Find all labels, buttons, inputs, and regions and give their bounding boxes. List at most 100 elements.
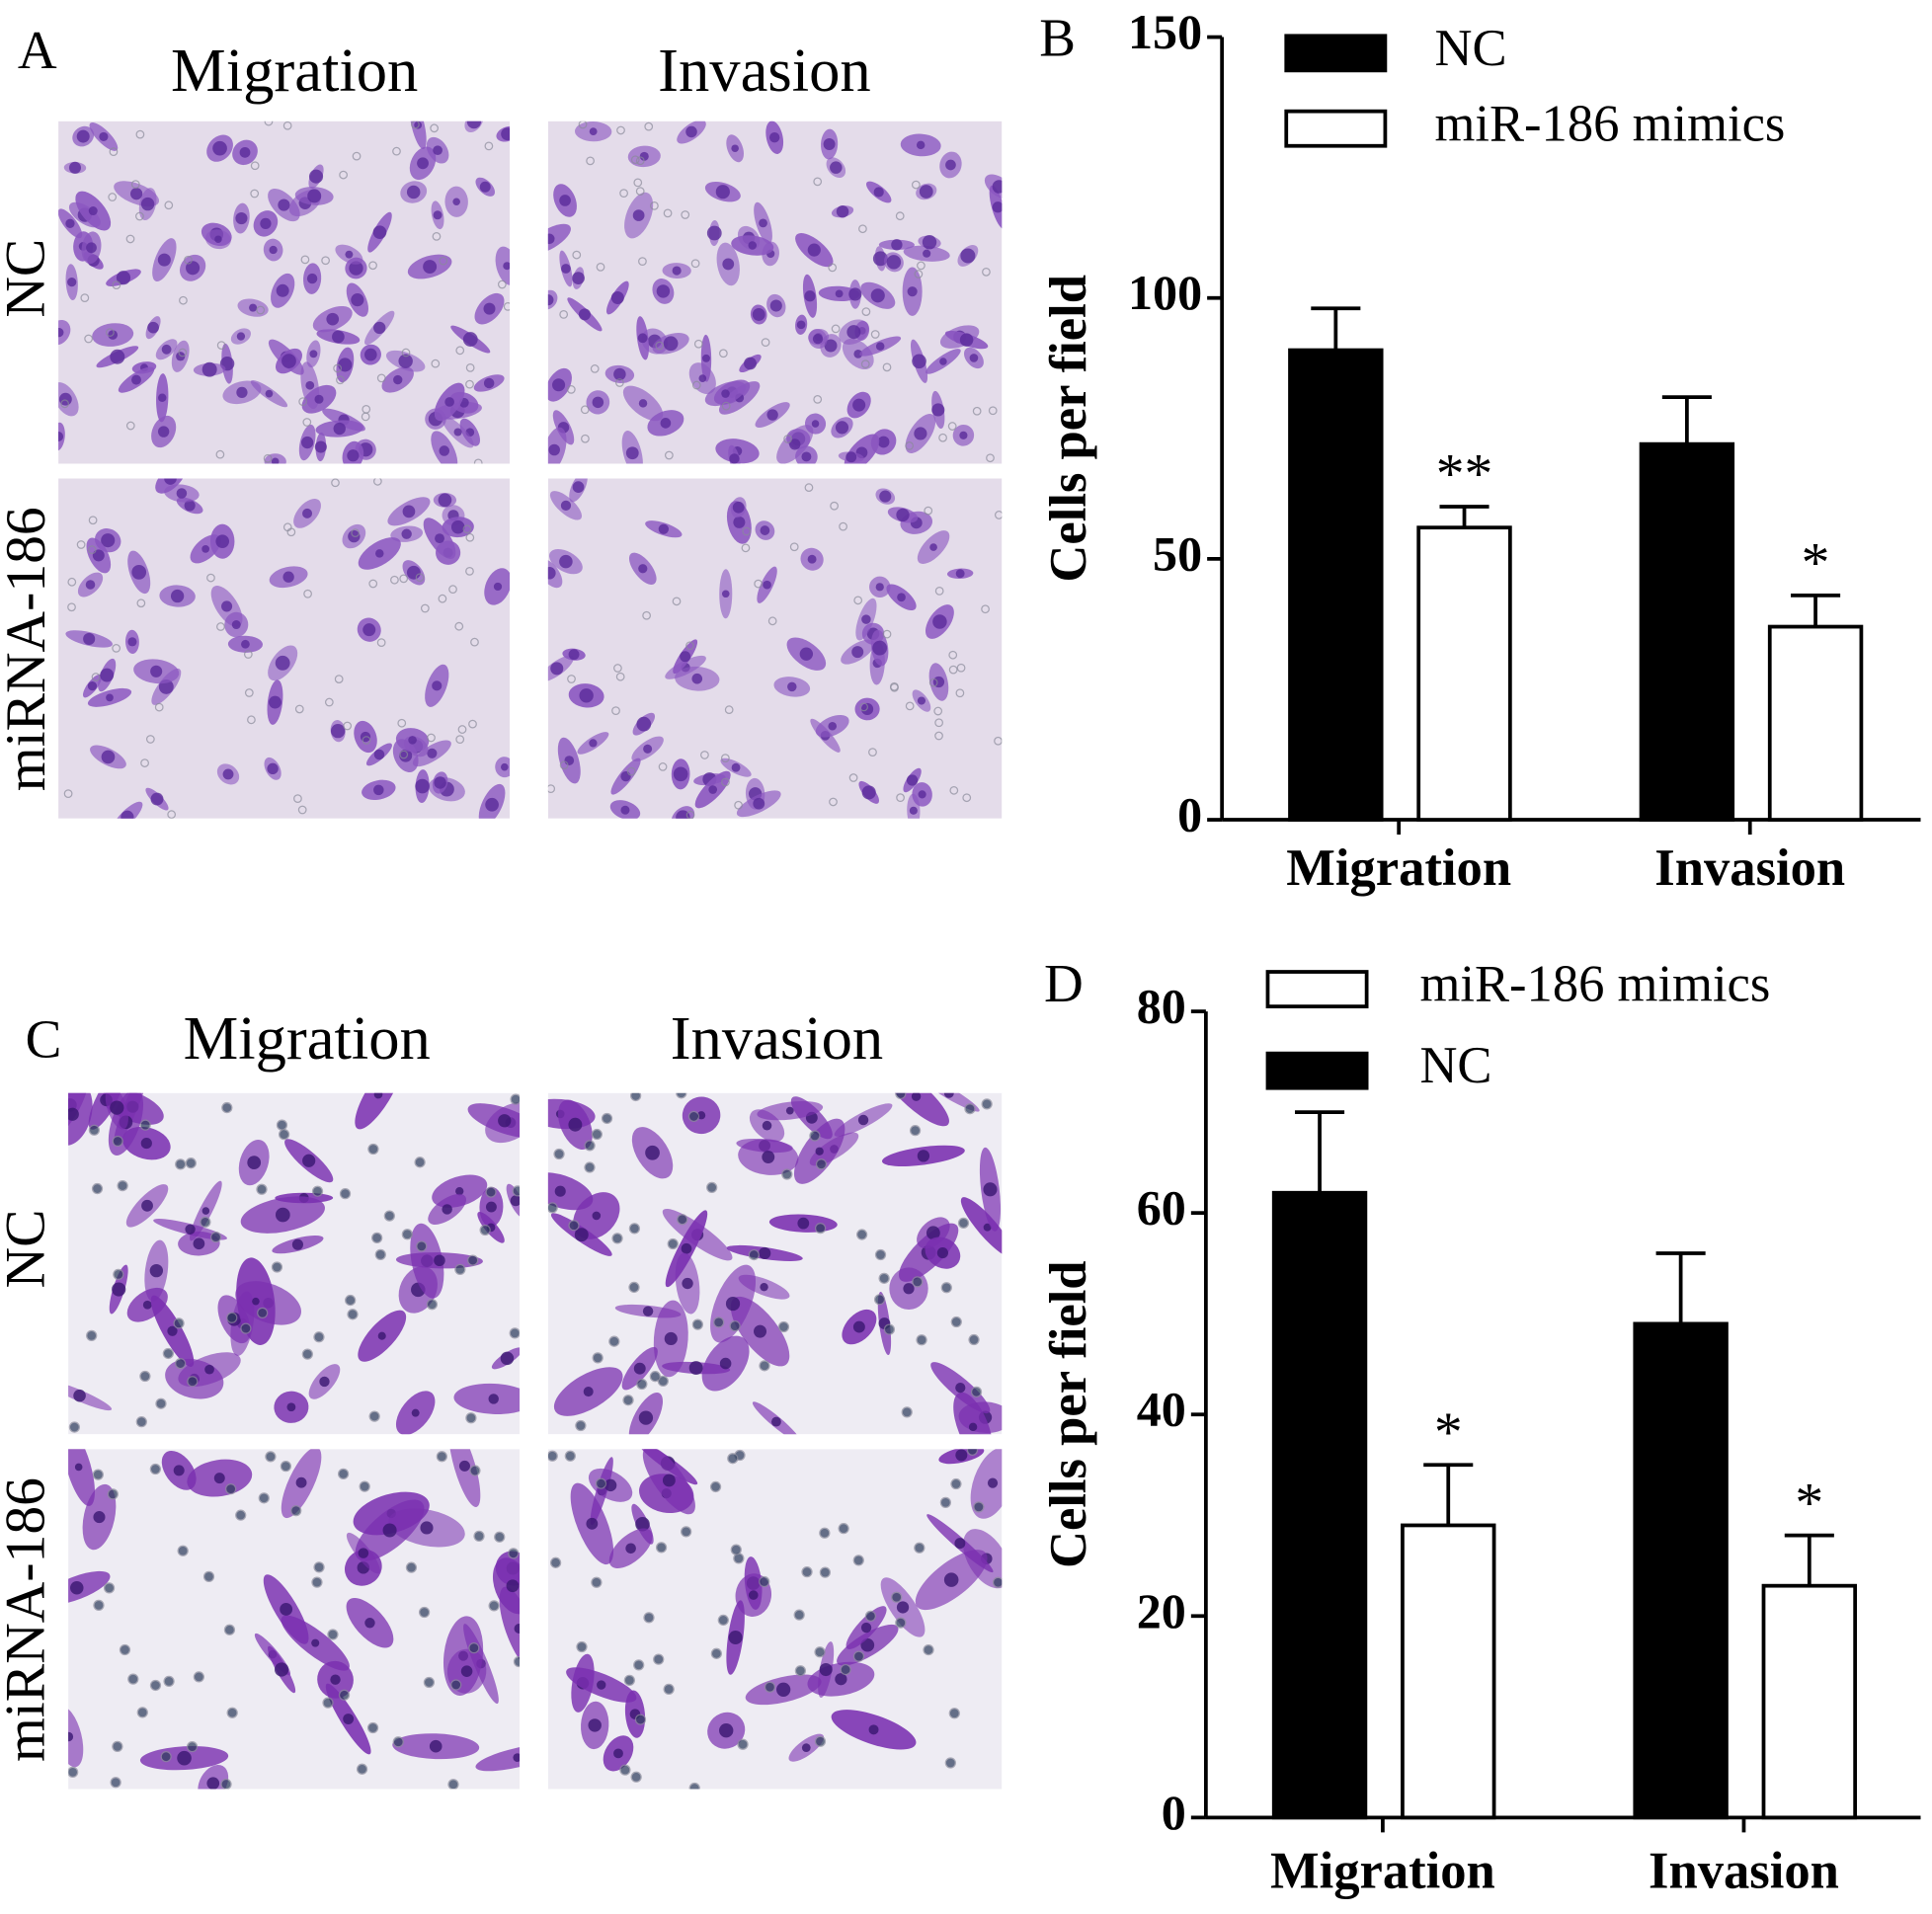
pore xyxy=(405,1561,418,1573)
nucleus xyxy=(875,342,885,351)
nucleus xyxy=(768,132,780,143)
nucleus xyxy=(186,261,201,276)
nucleus xyxy=(754,1324,767,1338)
nucleus xyxy=(427,748,438,758)
legend-label: miR-186 mimics xyxy=(1434,95,1785,152)
nucleus xyxy=(314,440,327,453)
pore xyxy=(175,1158,187,1170)
pore xyxy=(581,434,590,443)
pore xyxy=(994,511,1003,519)
pore xyxy=(366,1721,379,1734)
pore xyxy=(801,1566,813,1578)
pore xyxy=(814,1223,827,1235)
pore xyxy=(584,1140,596,1152)
nucleus xyxy=(852,1320,865,1333)
pore xyxy=(848,773,858,782)
pore xyxy=(290,1504,302,1517)
y-axis-title: Cells per field xyxy=(1040,1260,1097,1568)
pore xyxy=(700,751,709,759)
nucleus xyxy=(373,749,385,760)
nucleus xyxy=(269,695,282,709)
pore xyxy=(829,797,838,807)
nucleus xyxy=(731,762,741,772)
nucleus xyxy=(589,739,598,748)
pore xyxy=(630,155,640,165)
pore xyxy=(457,725,467,734)
pore xyxy=(374,1248,386,1261)
pore xyxy=(352,151,362,161)
nucleus xyxy=(568,649,580,661)
nucleus xyxy=(725,1296,741,1312)
pore xyxy=(676,1092,687,1099)
pore xyxy=(809,1130,821,1142)
nucleus xyxy=(860,1622,872,1634)
nucleus xyxy=(201,544,210,553)
significance: ** xyxy=(1436,443,1493,506)
legend-swatch xyxy=(1284,109,1388,148)
pore xyxy=(206,573,215,583)
nucleus xyxy=(579,688,594,703)
pore xyxy=(215,449,225,459)
nucleus xyxy=(560,500,572,511)
nucleus xyxy=(140,1137,152,1150)
row-label: NC xyxy=(0,239,57,318)
pore xyxy=(613,664,622,673)
pore xyxy=(944,1757,956,1769)
pore xyxy=(663,208,673,218)
pore xyxy=(63,789,73,799)
pore xyxy=(948,1708,960,1719)
pore xyxy=(345,1294,357,1307)
column-label: Invasion xyxy=(658,36,871,105)
nucleus xyxy=(929,543,937,551)
nucleus xyxy=(483,302,496,315)
pore xyxy=(764,1681,776,1693)
pore xyxy=(465,362,475,372)
nucleus xyxy=(83,632,96,646)
pore xyxy=(928,678,938,687)
pore xyxy=(401,348,411,358)
nucleus xyxy=(561,264,571,274)
pore xyxy=(145,735,155,744)
micrograph-content xyxy=(68,1449,521,1790)
pore xyxy=(372,478,382,486)
pore xyxy=(815,1158,828,1170)
pore xyxy=(940,1282,952,1294)
micrograph xyxy=(547,1449,1003,1790)
pore xyxy=(508,1548,520,1559)
pore xyxy=(882,362,892,372)
nucleus xyxy=(923,249,931,258)
pore xyxy=(163,1675,175,1688)
nucleus xyxy=(955,1449,968,1462)
pore xyxy=(179,295,188,305)
pore xyxy=(327,1629,339,1640)
pore xyxy=(226,1707,238,1718)
pore xyxy=(117,1179,128,1192)
nucleus xyxy=(804,290,816,302)
pore xyxy=(107,1488,119,1500)
pore xyxy=(271,1261,283,1273)
nucleus xyxy=(548,443,560,456)
nucleus xyxy=(702,354,710,362)
nucleus xyxy=(235,211,248,225)
pore xyxy=(901,1406,913,1418)
nucleus xyxy=(76,129,90,143)
pore xyxy=(727,1453,739,1465)
x-tick-label: Migration xyxy=(1270,1842,1495,1899)
nucleus xyxy=(92,549,105,562)
pore xyxy=(895,1617,907,1629)
nucleus xyxy=(586,1517,599,1530)
pore xyxy=(622,1395,634,1406)
pore xyxy=(336,375,345,385)
nucleus xyxy=(931,403,945,417)
nucleus xyxy=(645,1145,660,1160)
nucleus xyxy=(411,1408,420,1417)
nucleus xyxy=(613,1748,623,1759)
y-tick-label: 100 xyxy=(1128,265,1202,320)
pore xyxy=(819,1566,831,1578)
nucleus xyxy=(236,332,246,341)
nucleus xyxy=(572,481,585,493)
nucleus xyxy=(759,218,767,228)
pore xyxy=(592,1352,604,1364)
nucleus xyxy=(302,508,313,518)
pore xyxy=(819,1527,831,1539)
